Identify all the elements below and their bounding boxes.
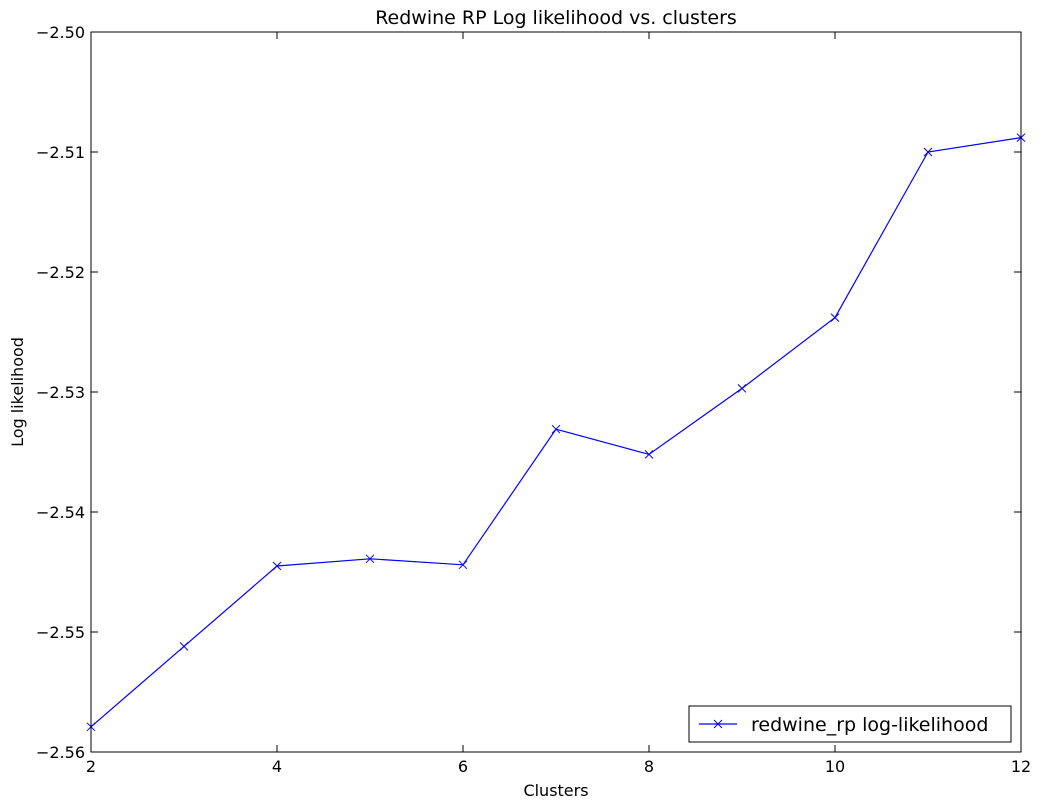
x-axis-label: Clusters [523, 781, 588, 800]
data-point-marker [272, 561, 282, 571]
y-axis-label: Log likelihood [8, 337, 27, 447]
data-point-marker [830, 313, 840, 322]
data-point-marker [551, 424, 561, 434]
series-line [90, 137, 1022, 728]
y-tick-label: −2.51 [36, 143, 85, 162]
legend-box [688, 705, 1012, 743]
data-point-marker [644, 450, 654, 459]
y-tick-label: −2.56 [36, 743, 85, 762]
data-point-marker [365, 554, 375, 564]
data-point-marker [179, 642, 189, 651]
x-tick-label: 2 [86, 757, 96, 776]
y-tick-label: −2.52 [36, 263, 85, 282]
x-tick-label: 8 [644, 757, 654, 776]
x-tick-label: 4 [272, 757, 282, 776]
y-tick-label: −2.50 [36, 23, 85, 42]
y-tick-label: −2.53 [36, 383, 85, 402]
data-point-marker [737, 384, 747, 393]
legend-marker-x [713, 719, 723, 729]
y-tick-label: −2.54 [36, 503, 85, 522]
x-tick-label: 6 [458, 757, 468, 776]
legend-label: redwine_rp log-likelihood [751, 714, 988, 736]
y-tick-label: −2.55 [36, 623, 85, 642]
x-tick-label: 10 [825, 757, 845, 776]
legend: redwine_rp log-likelihood [688, 705, 1012, 743]
plot-series [86, 133, 1026, 732]
chart-title: Redwine RP Log likelihood vs. clusters [375, 7, 737, 29]
axis-ticks: 2 4 6 8 10 12 −2.56 −2.55 −2.54 −2.53 −2.52 −2.51 −2… [36, 23, 1031, 776]
data-point-marker [923, 147, 933, 157]
plot-frame [90, 31, 1022, 753]
data-point-marker [458, 560, 468, 570]
x-tick-label: 12 [1011, 757, 1031, 776]
